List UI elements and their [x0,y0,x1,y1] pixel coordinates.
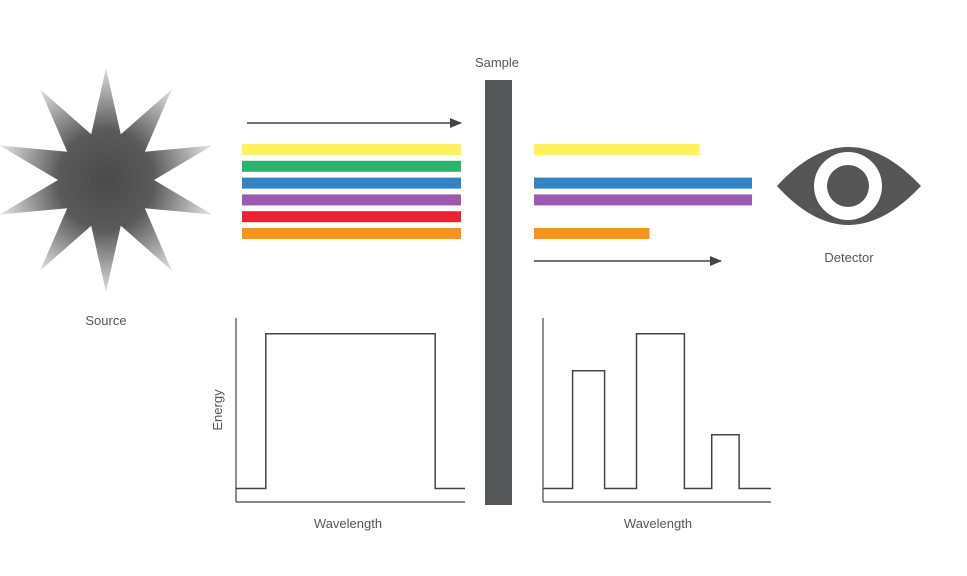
sample-slab [485,80,512,505]
detector-group: Detector [777,147,921,265]
incident-band-red [242,211,461,223]
incident-band-orange [242,228,461,239]
incident-band-blue [242,177,461,189]
transmitted-spectrum-chart: Wavelength [542,318,771,531]
input-wavelength-label: Wavelength [314,516,382,531]
transmitted-spectrum-line [543,332,771,490]
eye-icon [777,147,921,225]
incident-band-yellow [242,144,461,155]
sample-label: Sample [475,55,519,70]
sample-group: Sample [475,55,519,505]
transmitted-band-blue [534,177,752,189]
starburst-light-source-icon [0,68,213,292]
energy-axis-label: Energy [210,389,225,431]
incident-spectrum-line [236,332,465,490]
incident-spectrum-chart: Energy Wavelength [210,318,465,531]
transmitted-band-orange [534,228,650,239]
incident-band-green [242,160,461,172]
transmitted-band-yellow [534,144,700,155]
incident-light-bands [242,144,461,239]
source-label: Source [85,313,126,328]
transmitted-band-purple [534,194,752,206]
incident-band-purple [242,194,461,206]
output-wavelength-label: Wavelength [624,516,692,531]
transmitted-light-bands [534,144,752,239]
source-group: Source [0,68,213,328]
detector-label: Detector [824,250,874,265]
